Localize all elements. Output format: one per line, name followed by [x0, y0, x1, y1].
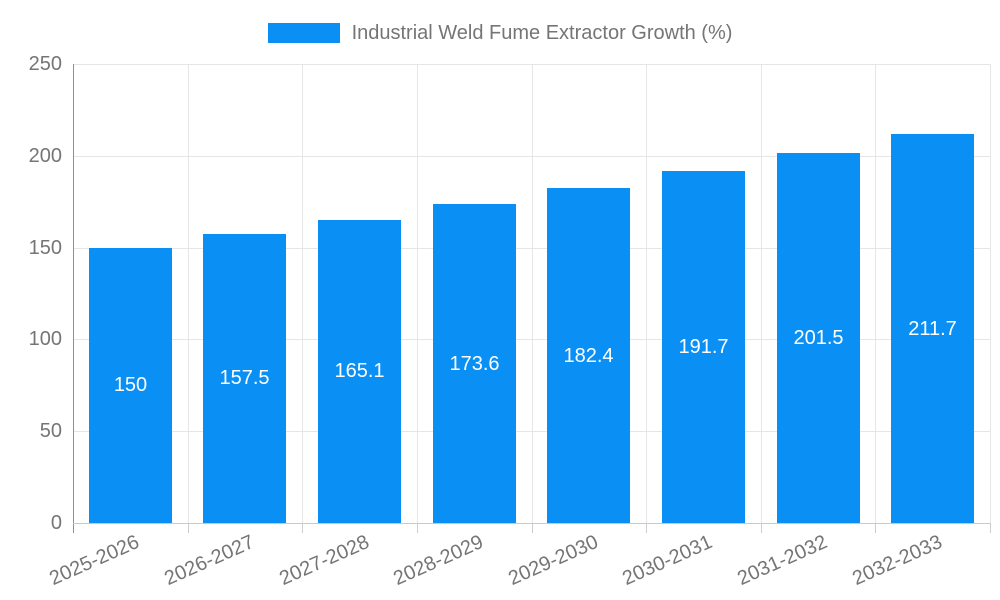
gridline-horizontal	[73, 64, 990, 65]
x-axis-tick-label: 2031-2032	[734, 531, 831, 591]
bar-value-label: 157.5	[219, 367, 270, 389]
y-axis-tick-label: 150	[28, 237, 62, 259]
x-axis-tick-label: 2030-2031	[619, 531, 716, 591]
bar-value-label: 211.7	[908, 318, 957, 340]
gridline-vertical	[188, 64, 189, 523]
bar-value-label: 191.7	[678, 336, 729, 358]
x-axis-tick-mark	[188, 523, 189, 533]
x-axis-tick-label: 2027-2028	[276, 531, 373, 591]
gridline-vertical	[646, 64, 647, 523]
y-axis-tick-label: 200	[28, 145, 62, 167]
gridline-horizontal	[73, 339, 990, 341]
gridline-vertical	[761, 64, 762, 523]
x-axis-tick-mark	[875, 523, 876, 533]
gridline-horizontal	[73, 247, 990, 249]
bar[interactable]	[891, 134, 974, 523]
x-axis-tick-label: 2025-2026	[46, 531, 143, 591]
bar-value-label: 201.5	[793, 327, 844, 349]
x-axis-tick-mark	[646, 523, 647, 533]
bar-value-label: 150	[113, 374, 148, 396]
gridline-vertical	[302, 64, 303, 523]
bar[interactable]	[777, 153, 860, 523]
bar[interactable]	[433, 204, 516, 523]
gridline-vertical	[875, 64, 876, 523]
bar-value-label: 173.6	[449, 353, 500, 375]
legend-label: Industrial Weld Fume Extractor Growth (%…	[351, 21, 733, 44]
gridline-vertical	[417, 64, 418, 523]
x-axis-tick-mark	[417, 523, 418, 533]
y-axis-line	[73, 64, 74, 533]
y-axis-tick-label: 100	[28, 328, 62, 350]
x-axis-tick-label: 2028-2029	[390, 531, 487, 591]
gridline-horizontal	[73, 431, 990, 433]
gridline-vertical	[532, 64, 533, 523]
legend: Industrial Weld Fume Extractor Growth (%…	[0, 20, 1000, 46]
bar-value-label: 165.1	[334, 360, 385, 382]
bar[interactable]	[89, 248, 172, 523]
x-axis-tick-label: 2026-2027	[161, 531, 258, 591]
gridline-horizontal	[73, 155, 990, 157]
bar[interactable]	[547, 188, 630, 523]
y-axis-tick-label: 50	[39, 420, 62, 442]
plot-area: 150 157.5 165.1 173.6 182.4 191.7 201.5 211.7	[73, 64, 991, 523]
bar-value-label: 182.4	[563, 345, 614, 367]
x-axis-tick-label: 2029-2030	[505, 531, 602, 591]
gridline-vertical	[990, 64, 991, 523]
x-axis-tick-mark	[302, 523, 303, 533]
bar[interactable]	[203, 234, 286, 523]
y-axis-tick-label: 0	[50, 512, 62, 534]
x-axis-tick-mark	[761, 523, 762, 533]
legend-swatch	[267, 23, 340, 43]
x-axis-tick-label: 2032-2033	[849, 531, 946, 591]
bar[interactable]	[662, 171, 745, 523]
y-axis-tick-label: 250	[28, 53, 62, 75]
x-axis-line	[73, 523, 990, 524]
x-axis-tick-mark	[532, 523, 533, 533]
bar[interactable]	[318, 220, 401, 523]
x-axis-tick-mark	[990, 523, 991, 533]
